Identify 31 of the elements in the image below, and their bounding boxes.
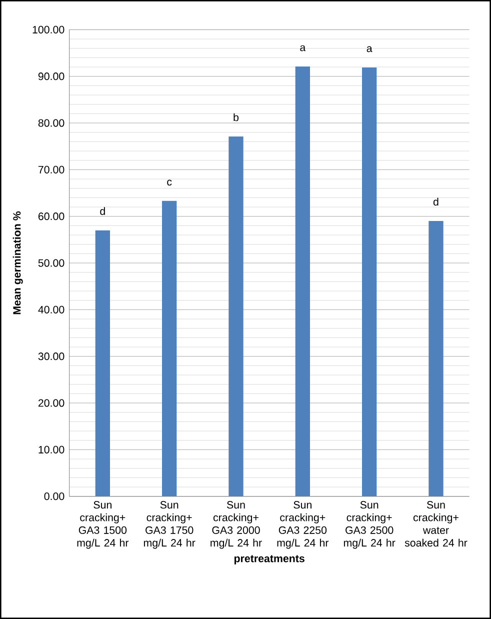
annotation: b <box>234 113 239 122</box>
y-tick-label: 70.00 <box>38 166 64 174</box>
bar <box>228 136 244 496</box>
y-tick-label: 60.00 <box>38 212 64 220</box>
annotation: a <box>366 46 372 52</box>
y-tick-label: 50.00 <box>38 259 64 267</box>
bar <box>295 66 310 496</box>
y-tick-label: 90.00 <box>38 72 64 80</box>
x-tick-label: Sun cracking+ GA3 1500 mg/L 24 hr <box>77 501 129 549</box>
annotation: d <box>433 198 438 206</box>
y-axis-title: Mean germination % <box>12 211 23 314</box>
y-tick-label: 100.00 <box>32 26 64 34</box>
y-tick-label: 10.00 <box>38 446 64 454</box>
bar <box>95 230 110 496</box>
x-tick-label: Sun cracking+ GA3 2500 mg/L 24 hr <box>344 501 396 549</box>
bar <box>162 200 177 496</box>
y-tick-label: 40.00 <box>38 306 64 314</box>
x-tick-label: Sun cracking+ GA3 1750 mg/L 24 hr <box>144 501 196 549</box>
bar <box>362 67 377 496</box>
annotation: d <box>100 207 105 215</box>
annotation: a <box>300 45 306 52</box>
x-tick-label: Sun cracking+ GA3 2000 mg/L 24 hr <box>210 501 262 549</box>
bar <box>428 221 444 496</box>
y-tick-label: 30.00 <box>38 352 64 360</box>
x-tick-label: Sun cracking+ water soaked 24 hr <box>404 501 468 547</box>
y-tick-label: 80.00 <box>38 119 64 127</box>
y-tick-label: 20.00 <box>38 399 64 407</box>
x-axis-title: pretreatments <box>234 555 304 564</box>
annotation: c <box>167 180 172 186</box>
x-tick-label: Sun cracking+ GA3 2250 mg/L 24 hr <box>277 501 329 549</box>
y-tick-label: 0.00 <box>44 492 64 500</box>
